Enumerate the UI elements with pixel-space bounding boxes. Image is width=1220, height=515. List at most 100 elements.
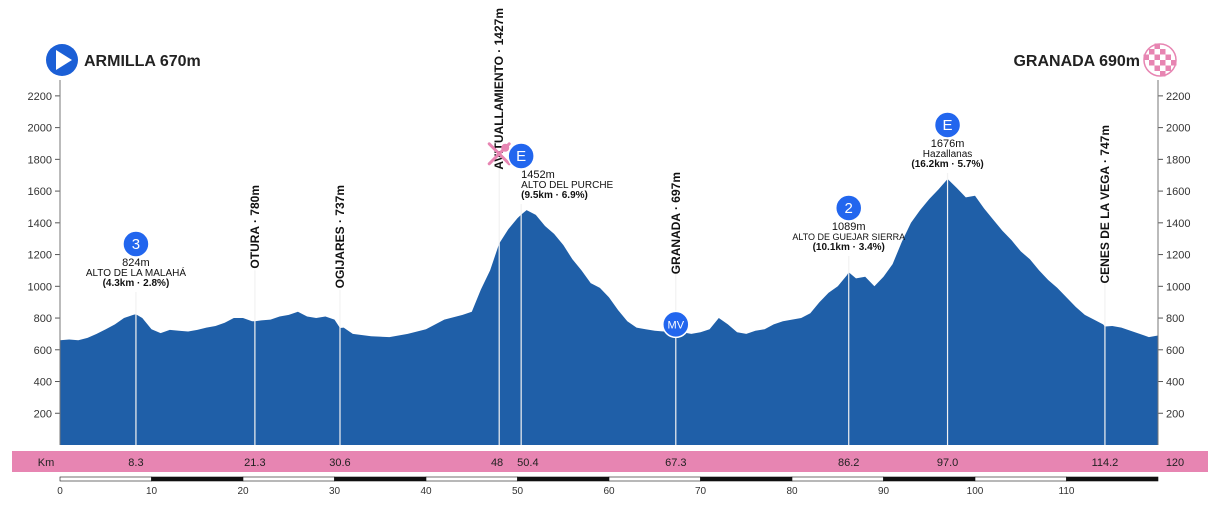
y-tick-label-left: 1200 [28,250,52,262]
y-tick-label-right: 2000 [1166,123,1190,135]
climb-badge-label: 3 [132,236,140,253]
x-tick-label: 30 [329,486,341,497]
climb-badge-circle [507,142,535,170]
x-tick-label: 80 [786,486,798,497]
y-tick-label-left: 1600 [28,186,52,198]
y-tick-label-left: 600 [34,345,52,357]
mv-badge-circle [662,310,690,339]
scale-segment [791,476,884,482]
scale-segment [334,476,427,482]
finish-flag: GRANADA 690m [1013,43,1177,77]
climb-altitude-label: 1452m [521,169,555,181]
y-tick-label-right: 200 [1166,408,1184,420]
checkered-square [1160,49,1166,55]
km-band-value: 67.3 [665,457,686,469]
climb-badge-label: E [516,148,526,165]
fork-spoon-icon [487,142,511,166]
scale-segment [59,476,152,482]
climb-stats-label: (4.3km · 2.8%) [103,278,170,289]
km-band-value: 114.2 [1092,457,1119,469]
climb-altitude-label: 1676m [931,138,965,150]
climb-badge-circle [122,230,150,258]
y-tick-label-left: 1000 [28,281,52,293]
y-tick-label-right: 400 [1166,377,1184,389]
x-tick-label: 50 [512,486,524,497]
km-band-value: 50.4 [517,457,538,469]
marker-poles [135,165,1106,445]
x-tick-label: 90 [878,486,890,497]
climb-badge-label: 2 [845,200,853,217]
y-tick-label-right: 1200 [1166,250,1190,262]
km-band-value: 97.0 [937,457,958,469]
km-band-value: 8.3 [128,457,143,469]
y-tick-label-left: 800 [34,313,52,325]
vertical-place-label: OGIJARES · 737m [333,185,347,288]
scale-segment [425,476,518,482]
checkered-square [1149,49,1155,55]
spoon-bowl [501,143,510,152]
checkered-square [1154,54,1160,60]
x-tick-label: 40 [420,486,432,497]
y-tick-label-left: 1400 [28,218,52,230]
km-band [12,451,1208,472]
y-tick-label-right: 1600 [1166,186,1190,198]
checkered-square [1143,54,1149,60]
y-tick-label-right: 1400 [1166,218,1190,230]
climb-stats-label: (10.1km · 3.4%) [813,242,885,253]
checkered-square [1149,60,1155,66]
y-tick-label-right: 2200 [1166,91,1190,103]
scale-segment [700,476,793,482]
checkered-square [1160,71,1166,77]
checkered-square [1165,65,1171,71]
x-tick-label: 100 [967,486,984,497]
climb-stats-label: (16.2km · 5.7%) [911,159,983,170]
y-tick-label-right: 600 [1166,345,1184,357]
climb-stats-label: (9.5km · 6.9%) [521,190,588,201]
scale-segment [151,476,244,482]
km-scale-bar: 0 10 20 30 40 50 60 70 80 90 100 110 [57,476,1159,497]
climb-badge-circle [834,194,863,222]
y-axis-left: 200 400 600 800 1000 1200 1400 1600 1800 2000 2200 [28,80,61,445]
climb-name-label: ALTO DE GUEJAR SIERRA [792,232,905,242]
scale-segment [974,476,1067,482]
y-tick-label-left: 400 [34,377,52,389]
checkered-square [1160,60,1166,66]
y-tick-label-right: 1800 [1166,154,1190,166]
km-band-value: 48 [491,457,503,469]
checkered-square [1154,43,1160,49]
climb-altitude-label: 824m [122,257,150,269]
y-tick-label-left: 1800 [28,154,52,166]
x-tick-label: 70 [695,486,707,497]
climb-name-label: ALTO DEL PURCHE [521,180,613,191]
climb-altitude-label: 1089m [832,221,866,233]
scale-segment [608,476,701,482]
mv-badge-label: MV [668,319,685,331]
km-band-value: 120 [1166,457,1184,469]
checkered-flag-icon [1143,43,1177,77]
y-tick-label-right: 800 [1166,313,1184,325]
scale-segment [883,476,976,482]
elevation-profile-area [60,179,1158,445]
start-label: ARMILLA 670m [84,53,201,70]
checkered-square [1154,65,1160,71]
x-tick-label: 20 [237,486,249,497]
checkered-square [1171,60,1177,66]
vertical-place-label: OTURA · 780m [248,185,262,269]
x-tick-label: 10 [146,486,158,497]
scale-segment [242,476,335,482]
km-band-value: 21.3 [244,457,265,469]
x-tick-label: 0 [57,486,63,497]
vertical-place-label: AVITUALLAMIENTO · 1427m [492,8,506,170]
vertical-place-label: CENES DE LA VEGA · 747m [1098,125,1112,283]
km-band-values: 8.3 21.3 30.6 48 50.4 67.3 86.2 97.0 114.2 120 [128,457,1184,469]
vertical-place-label: GRANADA · 697m [669,172,683,274]
climb-badge-circle [933,111,962,139]
y-tick-label-left: 200 [34,408,52,420]
checkered-square [1165,54,1171,60]
y-tick-label-left: 2200 [28,91,52,103]
climb-name-label: Hazallanas [923,149,972,160]
climb-badge-label: E [943,117,953,134]
